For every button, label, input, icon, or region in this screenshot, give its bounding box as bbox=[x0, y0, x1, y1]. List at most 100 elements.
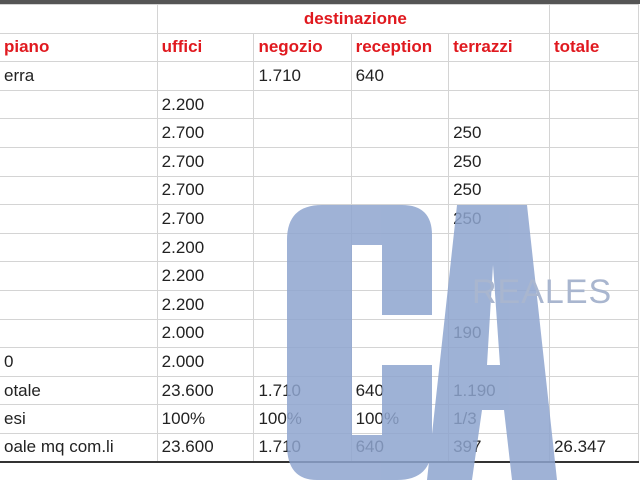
cell[interactable] bbox=[448, 61, 550, 91]
cell[interactable] bbox=[350, 118, 450, 148]
cell[interactable] bbox=[253, 118, 352, 148]
cell[interactable] bbox=[253, 175, 352, 206]
column-header-totale[interactable]: totale bbox=[548, 32, 640, 63]
cell[interactable]: 2.700 bbox=[156, 118, 255, 148]
cell[interactable] bbox=[448, 89, 550, 120]
table-row: 2.200 bbox=[0, 89, 640, 120]
cell[interactable] bbox=[350, 347, 450, 377]
cell[interactable]: 640 bbox=[350, 375, 450, 406]
table-row: 2.200 bbox=[0, 289, 640, 320]
cell[interactable] bbox=[350, 232, 450, 263]
cell[interactable] bbox=[253, 146, 352, 177]
cell[interactable]: 250 bbox=[448, 146, 550, 177]
cell[interactable] bbox=[0, 146, 158, 177]
cell[interactable] bbox=[0, 204, 158, 234]
cell[interactable] bbox=[548, 4, 640, 34]
cell[interactable]: esi bbox=[0, 404, 158, 434]
cell[interactable]: 2.200 bbox=[156, 289, 255, 320]
cell[interactable] bbox=[350, 261, 450, 291]
cell[interactable] bbox=[253, 318, 352, 349]
cell[interactable]: 23.600 bbox=[156, 432, 255, 463]
cell[interactable] bbox=[0, 118, 158, 148]
cell[interactable]: 100% bbox=[156, 404, 255, 434]
cell[interactable]: 1.710 bbox=[253, 375, 352, 406]
cell[interactable] bbox=[448, 261, 550, 291]
table-row: 2.700 250 bbox=[0, 175, 640, 206]
table-row: 2.700 250 bbox=[0, 118, 640, 148]
cell[interactable] bbox=[350, 204, 450, 234]
cell[interactable]: 2.700 bbox=[156, 175, 255, 206]
cell[interactable] bbox=[253, 347, 352, 377]
cell[interactable]: 26.347 bbox=[548, 432, 640, 463]
cell[interactable]: oale mq com.li bbox=[0, 432, 158, 463]
cell[interactable] bbox=[548, 375, 640, 406]
cell[interactable] bbox=[548, 175, 640, 206]
top-border bbox=[0, 0, 640, 4]
cell[interactable] bbox=[548, 89, 640, 120]
cell[interactable] bbox=[0, 318, 158, 349]
cell[interactable]: 397 bbox=[448, 432, 550, 463]
cell[interactable] bbox=[253, 204, 352, 234]
cell[interactable]: 2.700 bbox=[156, 204, 255, 234]
cell[interactable]: 1/3 bbox=[448, 404, 550, 434]
cell[interactable]: 2.200 bbox=[156, 89, 255, 120]
destination-header[interactable]: destinazione bbox=[156, 4, 550, 34]
cell[interactable]: 2.200 bbox=[156, 261, 255, 291]
table-row: esi 100% 100% 100% 1/3 bbox=[0, 404, 640, 434]
cell[interactable] bbox=[448, 289, 550, 320]
cell[interactable]: 100% bbox=[350, 404, 450, 434]
cell[interactable] bbox=[350, 289, 450, 320]
cell[interactable] bbox=[0, 175, 158, 206]
cell[interactable] bbox=[350, 146, 450, 177]
cell[interactable]: 0 bbox=[0, 347, 158, 377]
cell[interactable] bbox=[350, 89, 450, 120]
cell[interactable] bbox=[548, 204, 640, 234]
cell[interactable]: 1.710 bbox=[253, 61, 352, 91]
column-header-reception[interactable]: reception bbox=[350, 32, 450, 63]
cell[interactable] bbox=[350, 175, 450, 206]
cell[interactable]: 2.700 bbox=[156, 146, 255, 177]
cell[interactable] bbox=[0, 289, 158, 320]
cell[interactable] bbox=[448, 347, 550, 377]
cell[interactable]: 250 bbox=[448, 204, 550, 234]
cell[interactable] bbox=[448, 232, 550, 263]
cell[interactable]: 100% bbox=[253, 404, 352, 434]
cell[interactable] bbox=[548, 146, 640, 177]
column-header-negozio[interactable]: negozio bbox=[253, 32, 352, 63]
cell[interactable] bbox=[0, 4, 158, 34]
cell[interactable]: otale bbox=[0, 375, 158, 406]
cell[interactable]: 250 bbox=[448, 118, 550, 148]
column-header-terrazzi[interactable]: terrazzi bbox=[448, 32, 550, 63]
cell[interactable] bbox=[253, 261, 352, 291]
cell[interactable] bbox=[350, 318, 450, 349]
cell[interactable]: 250 bbox=[448, 175, 550, 206]
cell[interactable]: 1.710 bbox=[253, 432, 352, 463]
cell[interactable] bbox=[0, 232, 158, 263]
cell[interactable] bbox=[548, 347, 640, 377]
cell[interactable]: 640 bbox=[350, 61, 450, 91]
cell[interactable]: erra bbox=[0, 61, 158, 91]
cell[interactable] bbox=[548, 404, 640, 434]
cell[interactable]: 640 bbox=[350, 432, 450, 463]
cell[interactable]: 1.190 bbox=[448, 375, 550, 406]
cell[interactable]: 2.000 bbox=[156, 318, 255, 349]
cell[interactable] bbox=[548, 232, 640, 263]
cell[interactable] bbox=[253, 289, 352, 320]
cell[interactable] bbox=[548, 118, 640, 148]
cell[interactable] bbox=[253, 89, 352, 120]
cell[interactable] bbox=[548, 61, 640, 91]
column-header-uffici[interactable]: uffici bbox=[156, 32, 255, 63]
cell[interactable] bbox=[253, 232, 352, 263]
cell[interactable] bbox=[548, 318, 640, 349]
cell[interactable] bbox=[0, 89, 158, 120]
table-row: 2.700 250 bbox=[0, 146, 640, 177]
cell[interactable] bbox=[548, 289, 640, 320]
cell[interactable]: 23.600 bbox=[156, 375, 255, 406]
cell[interactable]: 2.000 bbox=[156, 347, 255, 377]
cell[interactable] bbox=[548, 261, 640, 291]
column-header-piano[interactable]: piano bbox=[0, 32, 158, 63]
cell[interactable]: 2.200 bbox=[156, 232, 255, 263]
cell[interactable] bbox=[0, 261, 158, 291]
cell[interactable]: 190 bbox=[448, 318, 550, 349]
cell[interactable] bbox=[156, 61, 255, 91]
